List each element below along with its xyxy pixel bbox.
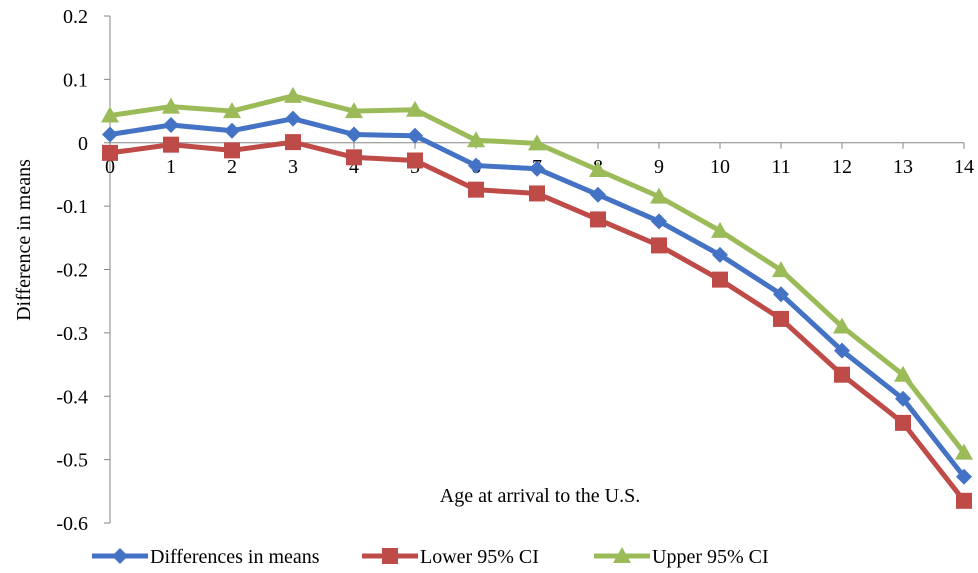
legend: Differences in means Lower 95% CI Upper 95… (92, 546, 769, 568)
x-axis-title: Age at arrival to the U.S. (440, 485, 641, 507)
legend-marker (382, 548, 398, 564)
data-point (285, 134, 301, 151)
data-point (590, 211, 606, 228)
data-point (468, 181, 484, 198)
data-point (162, 97, 180, 114)
data-point (102, 126, 118, 143)
legend-item: Upper 95% CI (594, 546, 769, 568)
data-point (102, 144, 118, 161)
data-point (651, 237, 667, 254)
x-tick-label: 9 (654, 156, 664, 178)
data-point (345, 102, 363, 119)
legend-label: Lower 95% CI (420, 546, 539, 568)
data-point (346, 126, 362, 143)
y-tick-labels: 0.2 0.1 0 -0.1 -0.2 -0.3 -0.4 -0.5 -0.6 (56, 6, 88, 535)
legend-marker (112, 548, 128, 564)
data-point (406, 100, 424, 117)
data-point (772, 261, 790, 278)
axes (104, 15, 965, 524)
data-point (834, 366, 850, 383)
legend-marker (613, 547, 631, 563)
y-tick-label: -0.3 (56, 323, 88, 345)
data-point (773, 286, 789, 303)
x-tick-label: 4 (349, 156, 359, 178)
series-group (101, 86, 973, 509)
data-point (590, 186, 606, 203)
data-point (529, 185, 545, 202)
data-point (529, 160, 545, 177)
legend-item: Differences in means (92, 546, 320, 568)
data-point (284, 86, 302, 103)
x-tick-label: 13 (893, 156, 913, 178)
y-tick-label: 0.1 (63, 69, 88, 91)
data-point (773, 310, 789, 327)
x-tick-label: 10 (710, 156, 730, 178)
x-tick-label: 11 (771, 156, 790, 178)
data-point (956, 492, 972, 509)
data-point (223, 102, 241, 119)
data-point (955, 443, 973, 460)
x-tick-label: 14 (954, 156, 974, 178)
data-point (407, 127, 423, 144)
legend-item: Lower 95% CI (362, 546, 539, 568)
x-tick-label: 12 (832, 156, 852, 178)
series-lower-95-ci (102, 134, 972, 509)
series-upper-95-ci (101, 86, 973, 460)
data-point (651, 213, 667, 230)
y-tick-label: -0.6 (56, 513, 88, 535)
data-point (163, 117, 179, 134)
data-point (650, 187, 668, 204)
data-point (285, 110, 301, 127)
data-point (101, 106, 119, 123)
data-point (712, 271, 728, 288)
x-tick-label: 3 (288, 156, 298, 178)
y-tick-label: 0 (78, 133, 88, 155)
legend-label: Upper 95% CI (652, 546, 769, 568)
legend-label: Differences in means (150, 546, 320, 568)
y-tick-label: -0.2 (56, 260, 88, 282)
x-tick-label: 1 (166, 156, 176, 178)
data-point (712, 246, 728, 263)
y-tick-label: -0.4 (56, 386, 88, 408)
series-differences-in-means (102, 110, 972, 485)
data-point (956, 468, 972, 485)
x-tick-label: 2 (227, 156, 237, 178)
data-point (468, 157, 484, 174)
data-point (833, 317, 851, 334)
data-point (894, 365, 912, 382)
data-point (895, 414, 911, 431)
data-point (589, 161, 607, 178)
y-tick-label: 0.2 (63, 6, 88, 28)
data-point (224, 142, 240, 159)
data-point (163, 136, 179, 153)
data-point (346, 149, 362, 166)
x-tick-label: 0 (105, 156, 115, 178)
data-point (407, 152, 423, 169)
data-point (711, 221, 729, 238)
y-axis-title: Difference in means (13, 159, 35, 321)
y-tick-label: -0.5 (56, 450, 88, 472)
data-point (895, 390, 911, 407)
y-tick-label: -0.1 (56, 196, 88, 218)
data-point (467, 131, 485, 148)
data-point (528, 134, 546, 151)
data-point (224, 122, 240, 139)
data-point (834, 342, 850, 359)
